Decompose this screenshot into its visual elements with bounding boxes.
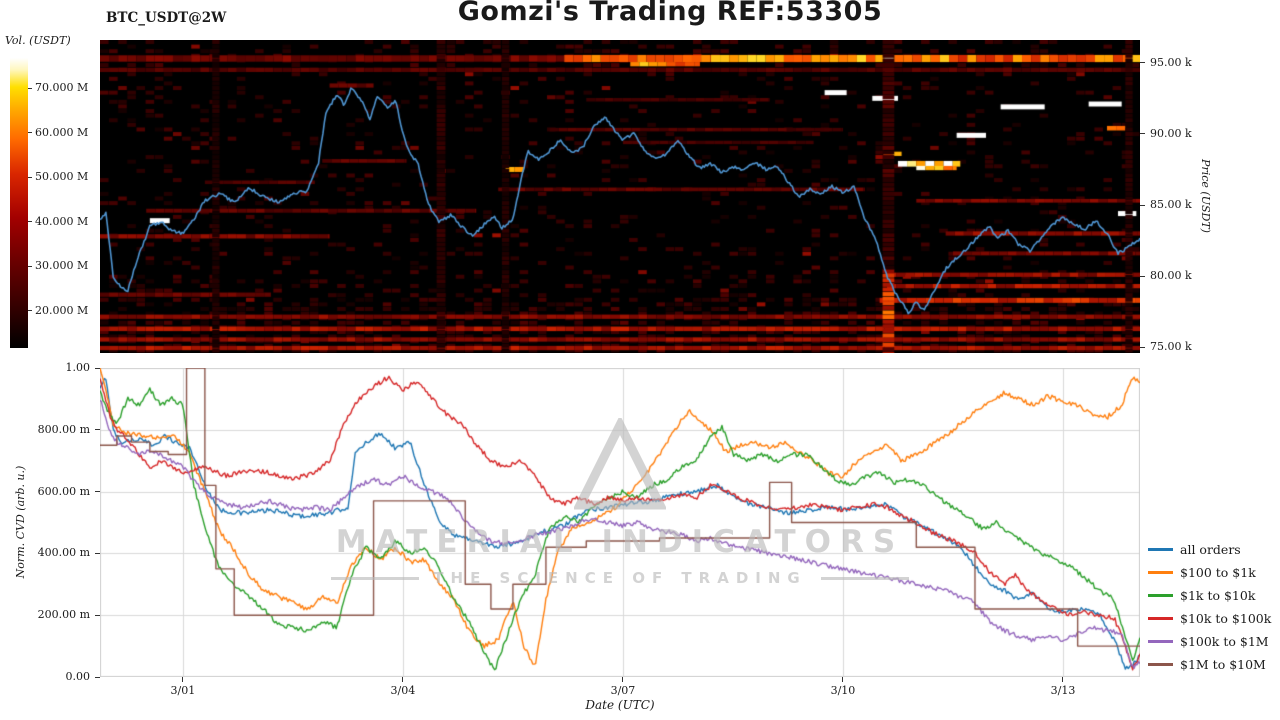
tick-mark bbox=[95, 676, 100, 678]
legend-swatch bbox=[1148, 640, 1173, 643]
tick-mark bbox=[28, 221, 32, 223]
legend-label: $100 to $1k bbox=[1180, 565, 1256, 580]
legend-entry: $100k to $1M bbox=[1148, 630, 1271, 653]
colorbar-tick: 20.000 M bbox=[35, 303, 89, 317]
tick-mark bbox=[1140, 204, 1145, 206]
legend-entry: $100 to $1k bbox=[1148, 561, 1271, 584]
tick-mark bbox=[1140, 346, 1145, 348]
date-tick: 3/10 bbox=[830, 684, 856, 697]
price-tick: 95.00 k bbox=[1150, 55, 1192, 69]
colorbar-label: Vol. (USDT) bbox=[5, 34, 71, 47]
volume-colorbar bbox=[10, 58, 28, 348]
legend-label: $1M to $10M bbox=[1180, 657, 1266, 672]
tick-mark bbox=[842, 677, 844, 682]
colorbar-tick: 70.000 M bbox=[35, 81, 89, 95]
legend-label: $10k to $100k bbox=[1180, 611, 1272, 626]
tick-mark bbox=[95, 614, 100, 616]
tick-mark bbox=[28, 265, 32, 267]
cvd-y-tick: 0.00 bbox=[65, 670, 91, 683]
colorbar-tick: 50.000 M bbox=[35, 170, 89, 184]
tick-mark bbox=[95, 367, 100, 369]
tick-mark bbox=[1062, 677, 1064, 682]
cvd-y-tick: 200.00 m bbox=[37, 608, 90, 622]
date-tick: 3/07 bbox=[610, 684, 636, 697]
tick-mark bbox=[95, 491, 100, 493]
tick-mark bbox=[402, 677, 404, 682]
legend-swatch bbox=[1148, 617, 1173, 620]
symbol-label: BTC_USDT@2W bbox=[106, 10, 227, 26]
tick-mark bbox=[28, 87, 32, 89]
legend-label: $100k to $1M bbox=[1180, 634, 1269, 649]
tick-mark bbox=[95, 429, 100, 431]
date-tick: 3/04 bbox=[390, 684, 416, 697]
legend-label: $1k to $10k bbox=[1180, 588, 1256, 603]
tick-mark bbox=[182, 677, 184, 682]
price-tick: 90.00 k bbox=[1150, 126, 1192, 140]
date-axis-label: Date (UTC) bbox=[585, 698, 655, 712]
tick-mark bbox=[28, 176, 32, 178]
tick-mark bbox=[1140, 275, 1145, 277]
legend-swatch bbox=[1148, 663, 1173, 666]
colorbar-tick: 60.000 M bbox=[35, 125, 89, 139]
legend-entry: $1M to $10M bbox=[1148, 653, 1271, 676]
colorbar-tick: 40.000 M bbox=[35, 214, 89, 228]
cvd-y-tick: 800.00 m bbox=[37, 422, 90, 436]
price-tick: 80.00 k bbox=[1150, 269, 1192, 283]
legend-entry: $10k to $100k bbox=[1148, 607, 1271, 630]
legend-swatch bbox=[1148, 594, 1173, 597]
legend-swatch bbox=[1148, 548, 1173, 551]
date-tick: 3/01 bbox=[170, 684, 196, 697]
legend-entry: all orders bbox=[1148, 538, 1271, 561]
cvd-chart-canvas bbox=[100, 368, 1140, 677]
tick-mark bbox=[1140, 133, 1145, 135]
cvd-y-tick: 1.00 bbox=[65, 361, 91, 374]
cvd-y-tick: 400.00 m bbox=[37, 546, 90, 560]
cvd-y-axis-label: Norm. CVD (arb. u.) bbox=[14, 465, 27, 579]
date-tick: 3/13 bbox=[1050, 684, 1076, 697]
legend: all orders $100 to $1k $1k to $10k $10k to … bbox=[1148, 538, 1271, 676]
price-tick: 75.00 k bbox=[1150, 340, 1192, 354]
tick-mark bbox=[95, 552, 100, 554]
tick-mark bbox=[622, 677, 624, 682]
tick-mark bbox=[28, 132, 32, 134]
cvd-y-tick: 600.00 m bbox=[37, 484, 90, 498]
page-title: Gomzi's Trading REF:53305 bbox=[457, 0, 883, 27]
volume-heatmap-canvas bbox=[100, 40, 1140, 353]
tick-mark bbox=[1140, 62, 1145, 64]
legend-entry: $1k to $10k bbox=[1148, 584, 1271, 607]
price-tick: 85.00 k bbox=[1150, 198, 1192, 212]
colorbar-tick: 30.000 M bbox=[35, 259, 89, 273]
price-axis-label: Price (USDT) bbox=[1199, 159, 1212, 233]
legend-label: all orders bbox=[1180, 542, 1241, 557]
tick-mark bbox=[28, 310, 32, 312]
legend-swatch bbox=[1148, 571, 1173, 574]
